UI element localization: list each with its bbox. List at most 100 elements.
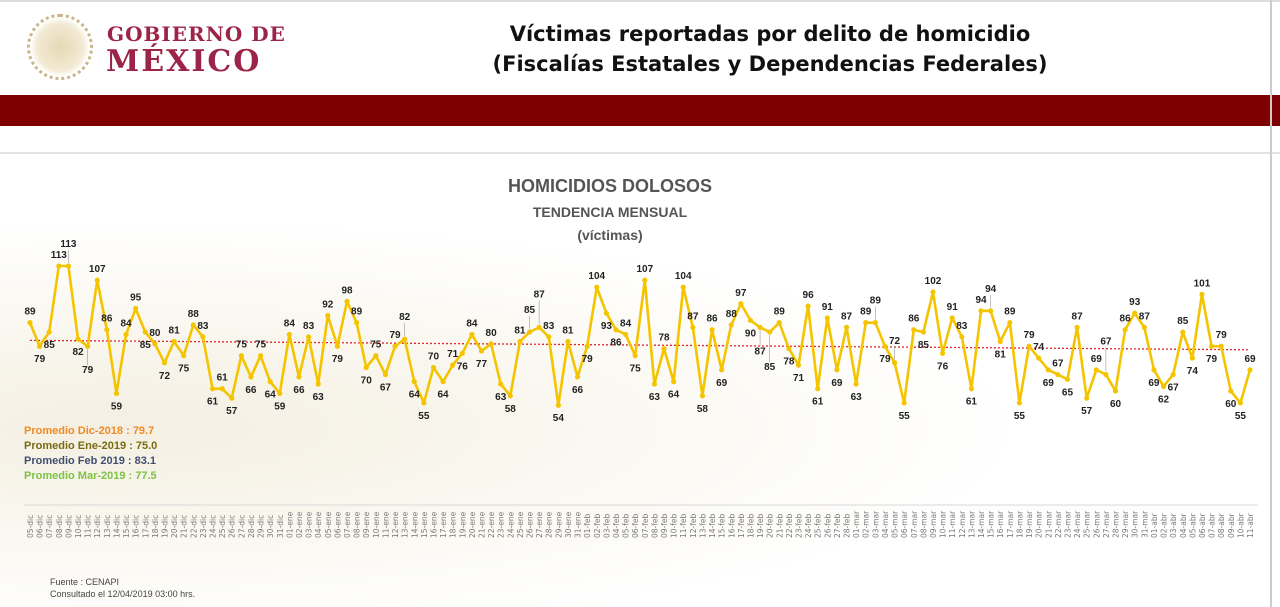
data-label: 89 — [1004, 307, 1016, 318]
x-tick-label: 13-feb — [698, 513, 707, 538]
data-point — [1170, 371, 1176, 378]
data-label: 88 — [726, 309, 738, 320]
data-point — [651, 381, 658, 387]
data-point — [882, 343, 888, 349]
data-label: 91 — [947, 302, 959, 313]
data-point — [930, 289, 936, 295]
data-point — [1199, 291, 1205, 297]
data-label: 66 — [293, 385, 305, 396]
x-tick-label: 08-feb — [650, 513, 659, 538]
x-tick-label: 21-dic — [180, 515, 189, 538]
x-tick-label: 30-ene — [564, 511, 573, 538]
data-label: 79 — [1216, 330, 1228, 341]
data-label: 71 — [447, 349, 459, 360]
data-label: 75 — [178, 364, 190, 375]
x-tick-label: 16-mar — [996, 510, 1005, 538]
data-label: 83 — [956, 321, 968, 332]
data-point — [286, 331, 292, 338]
x-tick-label: 08-ene — [353, 511, 362, 538]
data-label: 94 — [985, 284, 997, 295]
x-tick-label: 11-ene — [381, 511, 390, 538]
x-tick-label: 14-ene — [410, 511, 419, 538]
data-label: 69 — [1043, 378, 1055, 389]
x-tick-label: 07-feb — [641, 513, 650, 538]
data-label: 66 — [245, 385, 257, 396]
title-line2: (Fiscalías Estatales y Dependencias Fede… — [492, 52, 1048, 76]
data-point — [526, 329, 533, 335]
data-point — [1064, 376, 1071, 382]
data-label: 72 — [159, 371, 171, 382]
data-point — [421, 400, 427, 406]
data-label: 83 — [543, 321, 555, 332]
data-label: 82 — [72, 347, 84, 358]
x-tick-label: 25-mar — [1083, 510, 1092, 538]
data-point — [959, 334, 965, 340]
data-point — [200, 334, 206, 340]
data-point — [257, 353, 264, 359]
data-label: 81 — [995, 350, 1007, 361]
data-point — [690, 324, 696, 330]
x-tick-label: 12-dic — [93, 515, 102, 538]
data-label: 60 — [1110, 399, 1122, 410]
data-label: 63 — [313, 392, 325, 403]
data-label: 84 — [620, 318, 632, 329]
data-label: 55 — [1235, 411, 1247, 422]
data-point — [344, 298, 350, 304]
data-label: 78 — [783, 357, 795, 368]
data-point — [171, 338, 177, 345]
data-point — [248, 374, 254, 380]
data-point — [767, 329, 773, 335]
data-point — [209, 386, 216, 392]
x-tick-label: 18-ene — [449, 511, 458, 538]
x-tick-label: 01-ene — [285, 511, 294, 538]
data-label: 113 — [51, 250, 68, 261]
data-label: 79 — [332, 354, 344, 365]
x-tick-label: 02-feb — [593, 513, 602, 538]
data-label: 64 — [438, 390, 450, 401]
data-point — [315, 381, 321, 387]
chart-background — [0, 160, 1280, 607]
data-label: 80 — [149, 328, 161, 339]
data-label: 81 — [562, 326, 574, 337]
x-tick-label: 08-dic — [55, 515, 64, 538]
x-tick-label: 09-feb — [660, 513, 669, 538]
x-tick-label: 11-mar — [948, 510, 957, 538]
data-point — [305, 334, 312, 340]
chart-unit: (víctimas) — [577, 227, 643, 243]
x-tick-label: 30-mar — [1131, 510, 1140, 538]
data-point — [805, 303, 811, 309]
data-point — [699, 393, 706, 399]
data-point — [229, 395, 235, 401]
data-label: 59 — [274, 401, 286, 412]
data-point — [392, 343, 398, 349]
data-point — [459, 350, 465, 356]
x-tick-label: 18-mar — [1015, 510, 1024, 538]
data-label: 87 — [841, 311, 853, 322]
data-label: 84 — [284, 318, 296, 329]
data-label: 79 — [389, 330, 401, 341]
data-point — [834, 367, 840, 373]
data-point — [747, 317, 754, 323]
data-point — [411, 379, 417, 385]
data-point — [1132, 310, 1138, 316]
data-label: 104 — [588, 271, 605, 282]
data-label: 79 — [879, 354, 891, 365]
data-point — [402, 336, 408, 342]
x-tick-label: 05-dic — [26, 515, 35, 538]
x-tick-label: 05-ene — [324, 511, 333, 538]
data-label: 101 — [1194, 278, 1211, 289]
data-point — [738, 301, 744, 307]
data-label: 89 — [774, 307, 786, 318]
data-label: 85 — [764, 362, 776, 373]
x-tick-label: 01-mar — [852, 510, 861, 538]
data-label: 87 — [687, 311, 699, 322]
data-label: 86 — [706, 314, 718, 325]
data-label: 93 — [1129, 297, 1141, 308]
x-tick-label: 28-feb — [843, 513, 852, 538]
x-tick-label: 16-ene — [429, 511, 438, 538]
x-tick-label: 29-mar — [1121, 510, 1130, 538]
data-label: 70 — [361, 375, 373, 386]
data-point — [584, 343, 590, 349]
data-label: 61 — [207, 397, 219, 408]
averages-legend: Promedio Dic-2018 : 79.7 Promedio Ene-20… — [24, 424, 157, 484]
